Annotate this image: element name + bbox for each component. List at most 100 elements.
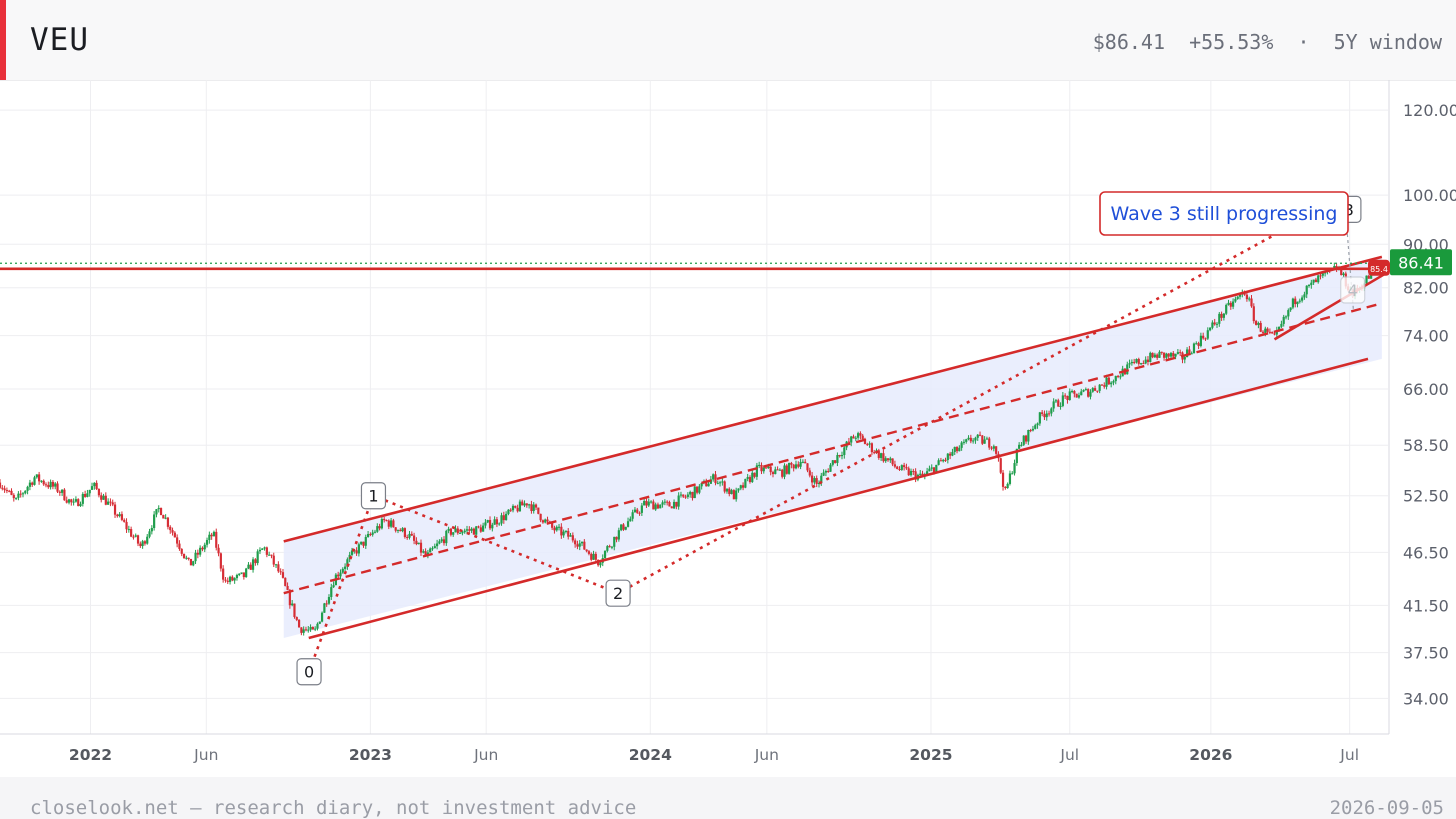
resistance-tag-text: 85.4 [1370,265,1388,274]
candle-body [399,529,402,532]
candle-body [537,507,540,514]
callout-box [1099,191,1349,236]
candle-body [1255,321,1258,325]
candle-body [505,513,508,521]
candle-body [1278,326,1281,331]
candle-body [242,572,245,578]
candle-body [1119,376,1122,378]
candle-body [622,524,625,530]
candle-body [63,489,66,501]
candle-body [544,519,547,523]
candle-body [728,488,731,495]
time-window[interactable]: 5Y window [1333,30,1442,54]
candle-body [868,443,871,445]
candle-body [774,469,777,475]
candle-body [716,482,719,484]
candle-body [645,500,648,506]
candle-body [1167,353,1170,357]
candle-body [1183,357,1186,360]
candle-body [318,621,321,624]
candle-body [291,603,294,606]
candle-body [1257,322,1260,325]
candle-body [677,495,680,507]
candle-body [422,551,425,553]
candle-body [222,568,225,580]
candle-body [1169,353,1173,357]
candle-body [132,536,135,538]
candle-body [898,468,901,470]
candle-body [808,470,811,476]
candle-body [1250,298,1253,307]
candle-body [1367,275,1370,279]
chart-area[interactable]: 120.00 100.00 90.00 82.00 74.00 66.00 58.50 52.… [0,80,1456,777]
header-bar: VEU $86.41 +55.53% · 5Y window [0,0,1456,81]
candle-body [1059,405,1062,407]
candle-body [81,494,84,504]
candle-body [1008,473,1012,484]
candle-body [130,529,133,537]
candle-body [649,501,653,503]
candle-body [1156,354,1159,358]
candle-body [189,558,193,566]
candle-body [488,520,492,529]
candle-body [1215,323,1219,325]
candle-body [928,468,931,472]
candle-body [870,443,874,453]
candle-body [371,532,374,535]
candle-body [10,490,13,495]
candle-body [127,529,130,531]
candle-body [203,544,206,550]
candle-body [564,530,568,532]
candle-body [1068,391,1071,401]
candle-body [1202,335,1205,339]
candle-body [180,548,183,554]
candle-body [801,461,804,463]
candle-body [896,466,899,469]
candle-body [988,438,991,448]
candle-body [438,541,441,544]
candle-body [960,442,963,448]
candle-body [251,559,255,570]
candle-body [776,469,779,471]
candle-body [822,472,825,476]
candle-body [281,572,285,578]
candle-body [840,454,844,457]
candle-body [606,546,609,551]
candle-body [1036,423,1039,426]
candle-body [28,482,32,487]
candle-body [903,465,906,468]
candle-body [8,490,11,492]
x-tick-label: 2026 [1189,746,1232,764]
candle-body [454,528,457,533]
candle-body [148,531,151,537]
candle-body [1333,265,1336,268]
candle-body [815,478,818,484]
candle-body [219,553,222,569]
candle-body [1011,473,1014,475]
candle-body [861,435,864,439]
wave-label-box [605,579,631,607]
candle-body [125,521,128,530]
candle-body [1022,435,1025,445]
ticker-symbol: VEU [30,22,89,58]
candle-body [820,475,823,483]
candle-body [150,528,153,532]
candle-body [205,539,209,545]
candle-body [1319,275,1322,277]
candle-body [1149,352,1152,362]
candle-body [226,580,229,582]
candle-body [532,504,535,512]
price-tag-text: 86.41 [1398,253,1444,272]
candle-body [1305,285,1308,295]
price-chart[interactable]: 120.00100.0090.0082.0074.0066.0058.5052.… [0,80,1456,777]
candle-body [493,519,496,525]
candle-body [578,543,581,547]
wave3-guide [1346,233,1355,312]
y-tick-label: 37.50 [1403,644,1449,663]
price-stats: $86.41 +55.53% · 5Y window [1093,30,1442,54]
candle-body [362,541,365,546]
candle-body [1034,425,1037,429]
candle-body [799,461,802,467]
candle-body [514,505,517,508]
candle-body [56,483,59,492]
